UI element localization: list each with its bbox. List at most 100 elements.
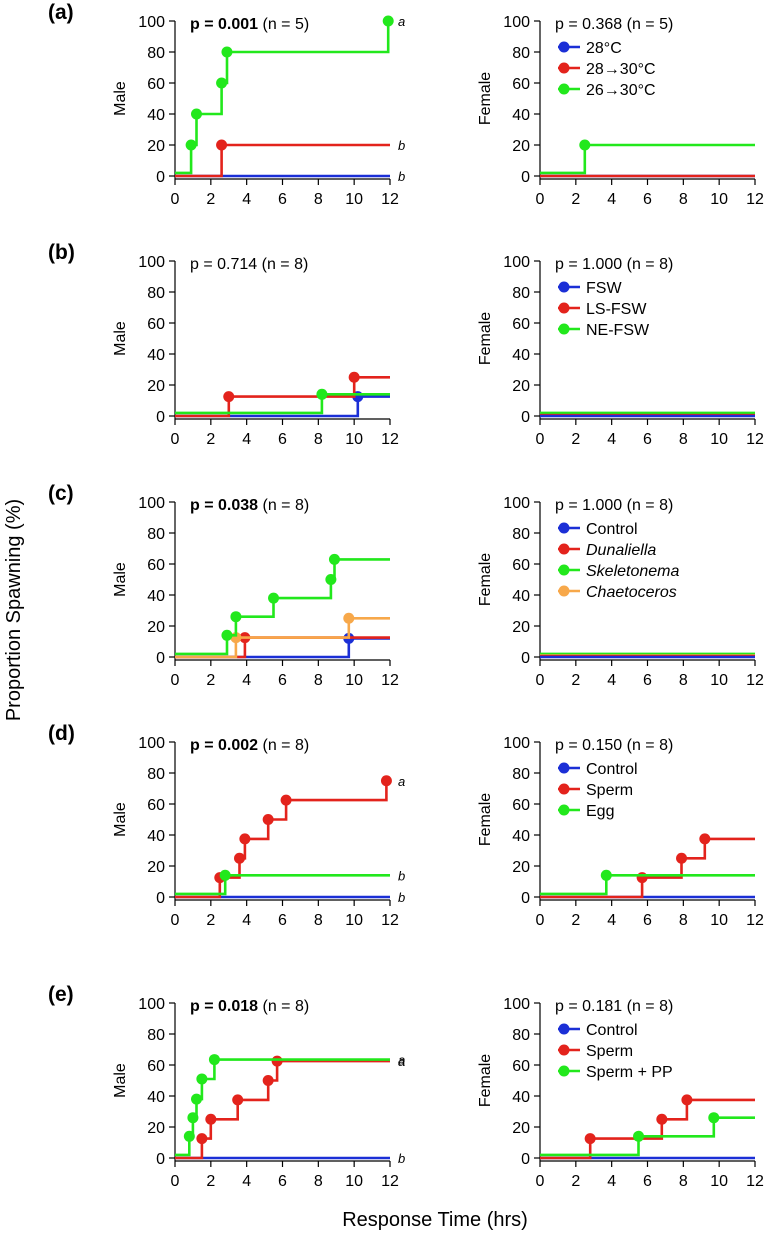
x-tick-label: 2 (571, 1173, 580, 1190)
significance-letter: b (398, 890, 405, 905)
y-tick-label: 100 (503, 254, 530, 271)
panel-y-axis-label: Male (112, 1063, 129, 1098)
y-tick-label: 100 (503, 14, 530, 31)
y-tick-label: 60 (512, 557, 530, 574)
legend-marker (558, 564, 570, 576)
y-tick-label: 100 (138, 495, 165, 512)
x-tick-label: 6 (643, 431, 652, 448)
y-tick-label: 20 (512, 1120, 530, 1137)
x-tick-label: 0 (171, 431, 180, 448)
legend-marker (558, 83, 570, 95)
data-point-green (187, 1112, 199, 1124)
x-tick-label: 4 (242, 912, 251, 929)
p-value: p = 0.150 (555, 737, 622, 754)
y-tick-label: 80 (147, 526, 165, 543)
y-tick-label: 100 (503, 996, 530, 1013)
data-point-green (191, 108, 202, 120)
x-tick-label: 2 (571, 912, 580, 929)
y-tick-label: 80 (512, 285, 530, 302)
x-tick-label: 4 (242, 191, 251, 208)
p-value-text: p = 0.001 (n = 5) (190, 16, 309, 33)
p-value: p = 1.000 (555, 256, 622, 273)
legend-label: Control (586, 1022, 638, 1039)
p-value: p = 0.368 (555, 16, 622, 33)
y-tick-label: 20 (512, 138, 530, 155)
y-tick-label: 20 (147, 859, 165, 876)
x-tick-label: 6 (643, 191, 652, 208)
legend-label: Dunaliella (586, 542, 656, 559)
y-tick-label: 80 (147, 45, 165, 62)
y-tick-label: 0 (521, 890, 530, 907)
x-tick-label: 6 (278, 1173, 287, 1190)
x-tick-label: 0 (171, 912, 180, 929)
panel-6: 0 20 40 60 80 100 0 2 4 6 8 10 12 Female p = 1.000 (n … (477, 495, 764, 689)
data-point-green (196, 1073, 208, 1085)
data-point-green (708, 1112, 720, 1124)
p-value-text: p = 0.018 (n = 8) (190, 998, 309, 1015)
p-value: p = 0.038 (190, 497, 258, 514)
x-tick-label: 6 (643, 912, 652, 929)
panel-y-axis-label: Male (112, 562, 129, 597)
data-point-green (191, 1093, 202, 1105)
legend-label: Skeletonema (586, 563, 679, 580)
p-value-text: p = 0.002 (n = 8) (190, 737, 309, 754)
legend-marker (558, 783, 570, 795)
data-point-red (262, 1075, 274, 1086)
panel-3: 0 20 40 60 80 100 0 2 4 6 8 10 12 Male (b) p = 0.714 (n… (48, 241, 399, 448)
legend-marker (558, 522, 570, 534)
panel-letter: (c) (48, 482, 74, 505)
y-tick-label: 0 (156, 1151, 165, 1168)
p-value-text: p = 0.150 (n = 8) (555, 737, 673, 754)
n-count: (n = 8) (257, 256, 308, 273)
series-line-green (175, 21, 390, 175)
y-tick-label: 40 (512, 347, 530, 364)
legend-label: Egg (586, 803, 614, 820)
data-point-green (185, 139, 197, 151)
data-point-red (271, 1055, 283, 1067)
x-tick-label: 12 (746, 1173, 764, 1190)
legend-marker (558, 1023, 570, 1035)
series-line-red (175, 780, 388, 899)
panel-9: 0 20 40 60 80 100 0 2 4 6 8 10 12 Male (e) p = 0.018 (n… (48, 983, 405, 1190)
y-tick-label: 80 (512, 766, 530, 783)
x-tick-label: 0 (536, 191, 545, 208)
series-line-blue (175, 395, 390, 418)
data-point-green (600, 869, 612, 881)
panel-y-axis-label: Female (477, 793, 494, 846)
data-point-red (239, 833, 251, 845)
data-point-red (699, 833, 711, 845)
y-tick-label: 100 (138, 996, 165, 1013)
x-tick-label: 0 (536, 431, 545, 448)
panel-y-axis-label: Male (112, 81, 129, 116)
legend-label: 26→30°C (586, 82, 656, 99)
series-line-red (540, 1098, 755, 1160)
p-value-text: p = 0.714 (n = 8) (190, 256, 308, 273)
x-tick-label: 10 (710, 912, 728, 929)
y-tick-label: 20 (512, 859, 530, 876)
legend-marker (558, 585, 570, 597)
x-tick-label: 12 (746, 912, 764, 929)
data-point-red (280, 794, 292, 806)
p-value: p = 0.181 (555, 998, 622, 1015)
figure-x-axis-label: Response Time (hrs) (342, 1209, 528, 1231)
legend-marker (558, 281, 570, 293)
x-tick-label: 4 (242, 672, 251, 689)
y-tick-label: 0 (156, 169, 165, 186)
x-tick-label: 8 (679, 672, 688, 689)
panel-y-axis-label: Female (477, 1054, 494, 1107)
legend-marker (558, 1065, 570, 1077)
x-tick-label: 0 (536, 912, 545, 929)
data-point-green (221, 46, 233, 58)
x-tick-label: 12 (746, 431, 764, 448)
legend-marker (558, 762, 570, 774)
y-tick-label: 60 (512, 76, 530, 93)
significance-letter: b (398, 138, 405, 153)
legend-marker (558, 543, 570, 555)
y-tick-label: 40 (147, 1089, 165, 1106)
legend-label: Control (586, 761, 638, 778)
p-value: p = 1.000 (555, 497, 622, 514)
data-point-red (584, 1133, 596, 1145)
series-line-green (540, 143, 755, 175)
legend-label: NE-FSW (586, 322, 650, 339)
series-line-green (540, 874, 755, 896)
